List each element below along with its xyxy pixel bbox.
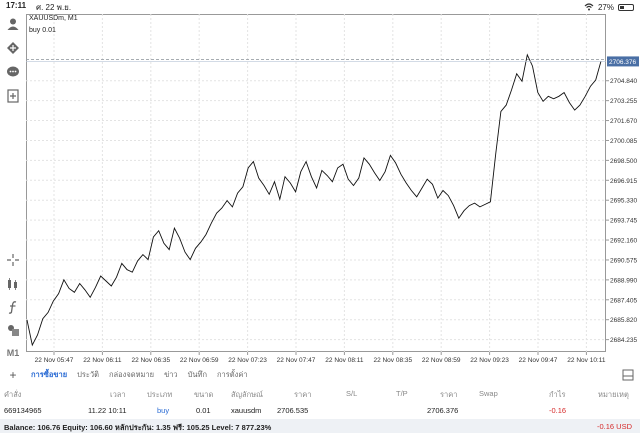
y-tick-label: 2698.500	[610, 158, 637, 165]
tab-history[interactable]: ประวัติ	[77, 370, 100, 379]
x-tick-label: 22 Nov 08:35	[373, 357, 412, 364]
current-price-label: 2706.376	[609, 59, 636, 66]
left-toolbar: M1	[0, 14, 26, 364]
y-tick-label: 2688.990	[610, 277, 637, 284]
timeframe-button[interactable]: M1	[5, 345, 21, 361]
x-tick-label: 22 Nov 09:23	[470, 357, 509, 364]
crosshair-icon[interactable]	[5, 252, 21, 268]
x-tick-label: 22 Nov 08:11	[325, 357, 364, 364]
chart-canvas[interactable]: 2684.235 2685.820 2687.405 2688.990 2690.575…	[26, 14, 640, 366]
y-tick-label: 2703.255	[610, 98, 637, 105]
x-tick-label: 22 Nov 08:59	[422, 357, 461, 364]
y-tick-label: 2695.330	[610, 198, 637, 205]
current-price-badge	[607, 56, 639, 67]
y-tick-label: 2696.915	[610, 178, 637, 185]
header-open-price: ราคา	[294, 390, 312, 399]
header-sl: S/L	[346, 389, 358, 398]
battery-percent: 27%	[597, 2, 614, 12]
balance-total: -0.16 USD	[596, 422, 632, 431]
y-tick-label: 2700.085	[610, 138, 637, 145]
chart-frame	[26, 14, 606, 352]
header-time: เวลา	[110, 390, 126, 399]
header-profit: กำไร	[549, 390, 566, 399]
chart-symbol-title: XAUUSDm, M1	[29, 15, 78, 22]
function-icon[interactable]	[5, 299, 21, 315]
cell-profit: -0.16	[549, 406, 567, 415]
balance-summary: Balance: 106.76 Equity: 106.60 หลักประกั…	[4, 423, 272, 432]
tab-news[interactable]: ข่าว	[164, 370, 178, 379]
cell-size: 0.01	[196, 406, 211, 415]
header-tp: T/P	[396, 389, 408, 398]
x-tick-label: 22 Nov 07:47	[277, 357, 316, 364]
header-order: คำสั่ง	[4, 390, 22, 399]
collapse-panel-icon[interactable]	[622, 369, 634, 381]
cell-open-price: 2706.535	[277, 406, 309, 415]
cell-symbol: xauusdm	[231, 406, 262, 415]
status-date: ศ. 22 พ.ย.	[36, 2, 72, 12]
y-tick-label: 2687.405	[610, 297, 637, 304]
tab-trade[interactable]: การซื้อขาย	[31, 370, 68, 379]
x-tick-label: 22 Nov 05:47	[35, 357, 74, 364]
new-chart-icon[interactable]	[5, 88, 21, 104]
header-symbol: สัญลักษณ์	[231, 390, 264, 399]
add-button[interactable]: +	[9, 368, 17, 382]
tab-mailbox[interactable]: กล่องจดหมาย	[109, 370, 155, 379]
objects-icon[interactable]	[5, 322, 21, 338]
y-tick-label: 2704.840	[610, 78, 637, 85]
cell-type: buy	[157, 406, 170, 415]
x-tick-label: 22 Nov 06:59	[180, 357, 219, 364]
tab-journal[interactable]: บันทึก	[187, 370, 208, 379]
status-time: 17:11	[6, 0, 27, 10]
cell-time: 11.22 10:11	[88, 406, 127, 415]
indicators-icon[interactable]	[5, 276, 21, 292]
trade-table: คำสั่ง เวลา ประเภท ขนาด สัญลักษณ์ ราคา S…	[0, 385, 640, 419]
balance-bar: Balance: 106.76 Equity: 106.60 หลักประกั…	[0, 419, 640, 433]
battery-icon	[618, 3, 634, 11]
y-tick-label: 2690.575	[610, 257, 637, 264]
table-header: คำสั่ง เวลา ประเภท ขนาด สัญลักษณ์ ราคา S…	[0, 385, 640, 402]
status-bar: 17:11 ศ. 22 พ.ย. 27%	[0, 0, 640, 14]
x-tick-label: 22 Nov 09:47	[519, 357, 558, 364]
trade-icon[interactable]	[5, 40, 21, 56]
status-left: 17:11 ศ. 22 พ.ย.	[6, 1, 71, 14]
x-tick-label: 22 Nov 07:23	[228, 357, 267, 364]
cell-order: 669134965	[4, 406, 42, 415]
chart-order-label: buy 0.01	[29, 27, 56, 34]
timeframe-label: M1	[6, 348, 20, 358]
x-tick-label: 22 Nov 06:35	[131, 357, 170, 364]
chat-icon[interactable]	[5, 64, 21, 80]
x-tick-label: 22 Nov 06:11	[83, 357, 122, 364]
header-size: ขนาด	[194, 390, 214, 399]
x-tick-label: 22 Nov 10:11	[567, 357, 606, 364]
header-comment: หมายเหตุ	[598, 390, 629, 399]
cell-current-price: 2706.376	[427, 406, 459, 415]
price-chart[interactable]: 2684.235 2685.820 2687.405 2688.990 2690.575…	[26, 14, 640, 366]
table-row[interactable]: 669134965 11.22 10:11 buy 0.01 xauusdm 2…	[0, 402, 640, 419]
status-right: 27%	[584, 3, 634, 12]
trade-tabs: + การซื้อขาย ประวัติ กล่องจดหมาย ข่าว บั…	[0, 366, 640, 384]
price-line	[26, 53, 602, 347]
tab-settings[interactable]: การตั้งค่า	[217, 370, 248, 379]
y-tick-label: 2692.160	[610, 238, 637, 245]
header-swap: Swap	[479, 389, 498, 398]
header-type: ประเภท	[147, 390, 173, 399]
y-tick-label: 2693.745	[610, 218, 637, 225]
wifi-icon	[584, 3, 594, 11]
y-tick-label: 2685.820	[610, 317, 637, 324]
y-tick-label: 2701.670	[610, 118, 637, 125]
account-icon[interactable]	[5, 16, 21, 32]
y-tick-label: 2684.235	[610, 337, 637, 344]
header-current-price: ราคา	[440, 390, 458, 399]
